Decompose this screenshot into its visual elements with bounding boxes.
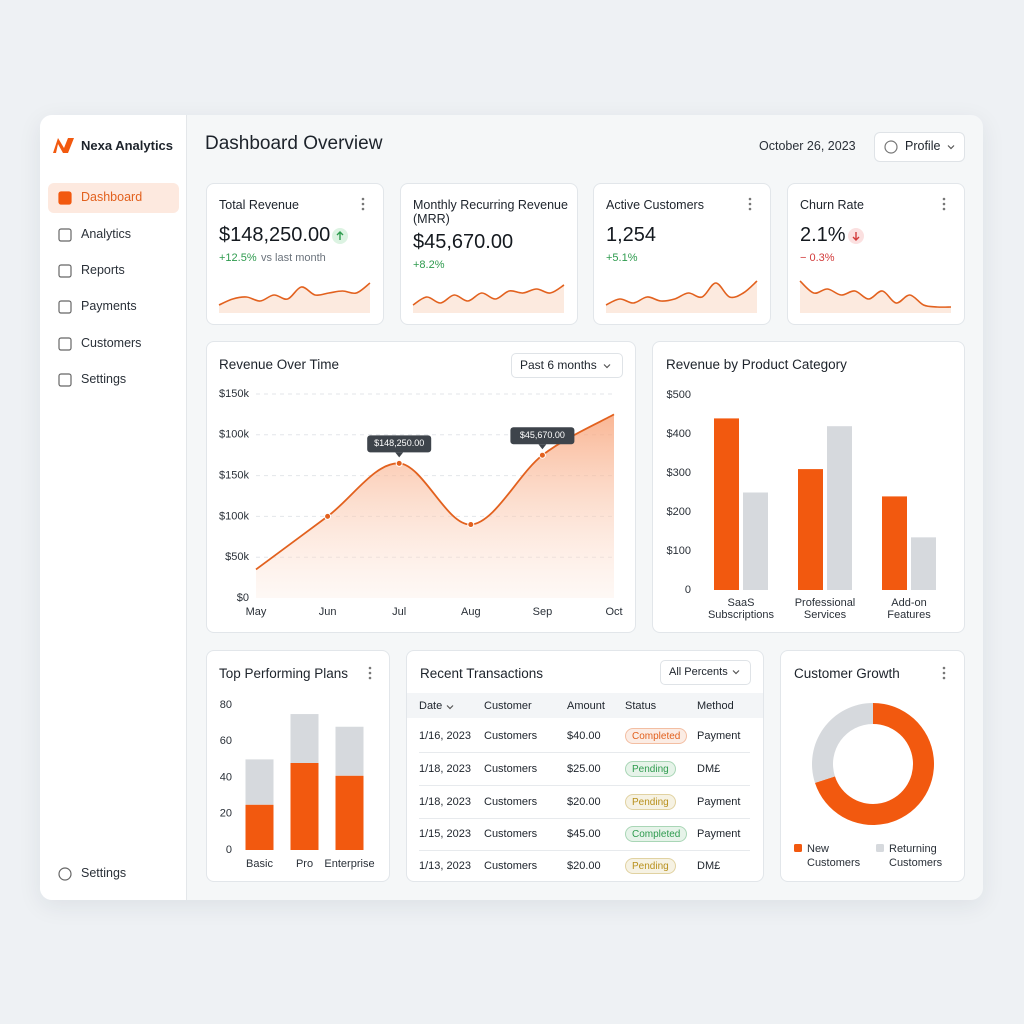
nav-item[interactable]: Settings [81, 372, 127, 386]
nav-footer[interactable]: Settings [81, 866, 127, 880]
x-tick-label: Add-on Features [887, 597, 931, 621]
status-badge: Completed [625, 728, 688, 744]
table-cell: Customers [484, 796, 538, 808]
table-cell: Customers [484, 763, 538, 775]
table-cell: 1/15, 2023 [419, 828, 471, 840]
table-cell: Customers [484, 828, 538, 840]
row-divider [419, 850, 750, 851]
table-cell: 1/18, 2023 [419, 796, 471, 808]
column-header[interactable]: Date [419, 700, 443, 712]
nav-item[interactable]: Payments [81, 299, 137, 313]
kpi-title: Monthly Recurring Revenue (MRR) [413, 198, 568, 226]
legend-label: Returning Customers [889, 843, 943, 869]
table-cell: DM£ [697, 860, 721, 872]
table-title: Recent Transactions [420, 666, 544, 681]
brand: Nexa Analytics [81, 138, 174, 153]
chart-title: Revenue Over Time [219, 357, 340, 372]
kpi-change: − 0.3% [800, 252, 835, 264]
card [206, 341, 636, 633]
status-badge: Pending [625, 858, 676, 874]
nav-item[interactable]: Analytics [81, 227, 132, 241]
kpi-change: +8.2% [413, 259, 445, 271]
table-cell: Payment [697, 828, 741, 840]
card [206, 650, 390, 882]
column-header: Amount [567, 700, 605, 712]
kpi-value: $148,250.00 [219, 224, 331, 246]
chart-title: Customer Growth [794, 666, 900, 681]
table-cell: Customers [484, 730, 538, 742]
column-header: Status [625, 700, 657, 712]
column-header: Customer [484, 700, 532, 712]
table-cell: Payment [697, 796, 741, 808]
kpi-change: +12.5% [219, 252, 257, 264]
chart-title: Revenue by Product Category [666, 357, 847, 372]
table-cell: $20.00 [567, 860, 601, 872]
table-cell: 1/18, 2023 [419, 763, 471, 775]
row-divider [419, 785, 750, 786]
column-header: Method [697, 700, 734, 712]
kpi-change: +5.1% [606, 252, 638, 264]
table-cell: 1/13, 2023 [419, 860, 471, 872]
filter-label[interactable]: All Percents [669, 666, 728, 678]
table-cell: Payment [697, 730, 741, 742]
kpi-title: Churn Rate [800, 198, 864, 212]
sidebar [40, 115, 187, 900]
status-badge: Pending [625, 794, 676, 810]
nav-item[interactable]: Dashboard [81, 190, 143, 204]
period-label[interactable]: Past 6 months [520, 358, 597, 372]
kpi-value: 1,254 [606, 224, 657, 246]
table-cell: $20.00 [567, 796, 601, 808]
legend-label: New Customers [807, 843, 861, 869]
status-badge: Completed [625, 826, 688, 842]
table-header-bg [407, 693, 763, 718]
x-tick-label: Professional Services [794, 597, 856, 621]
table-cell: 1/16, 2023 [419, 730, 471, 742]
row-divider [419, 752, 750, 753]
kpi-value: $45,670.00 [413, 231, 514, 253]
date: October 26, 2023 [759, 139, 856, 153]
nav-item[interactable]: Reports [81, 263, 125, 277]
kpi-note: vs last month [261, 252, 326, 264]
nav-item[interactable]: Customers [81, 336, 142, 350]
x-tick-label: SaaS Subscriptions [707, 597, 775, 621]
table-cell: Customers [484, 860, 538, 872]
row-divider [419, 818, 750, 819]
kpi-title: Total Revenue [219, 198, 299, 212]
table-cell: $40.00 [567, 730, 601, 742]
chart-title: Top Performing Plans [219, 666, 349, 681]
status-badge: Pending [625, 761, 676, 777]
card [406, 650, 764, 882]
profile-label[interactable]: Profile [905, 139, 941, 153]
kpi-title: Active Customers [606, 198, 704, 212]
page-title: Dashboard Overview [205, 133, 383, 154]
table-cell: $45.00 [567, 828, 601, 840]
card [652, 341, 965, 633]
kpi-value: 2.1% [800, 224, 846, 246]
table-cell: $25.00 [567, 763, 601, 775]
table-cell: DM£ [697, 763, 721, 775]
